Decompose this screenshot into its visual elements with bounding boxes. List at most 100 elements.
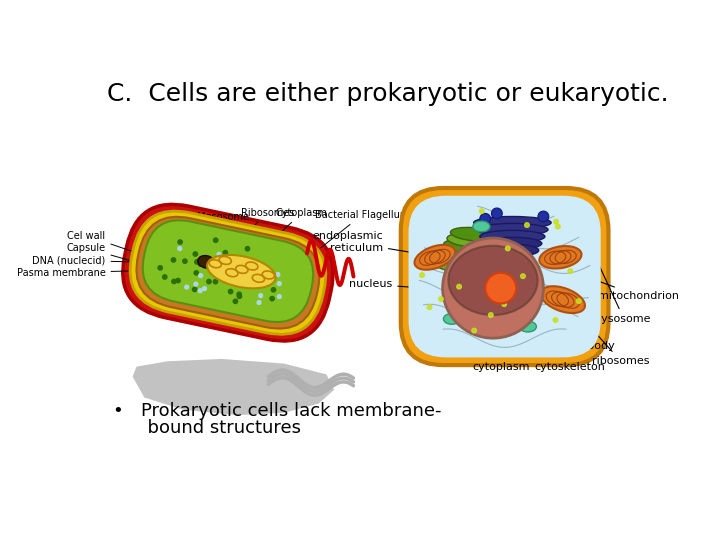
Ellipse shape	[449, 246, 538, 315]
Circle shape	[258, 268, 262, 272]
Circle shape	[456, 285, 462, 289]
Circle shape	[480, 209, 484, 213]
Circle shape	[193, 252, 197, 256]
Circle shape	[538, 211, 549, 222]
Circle shape	[257, 301, 261, 305]
Ellipse shape	[483, 237, 542, 249]
Ellipse shape	[198, 255, 215, 268]
Circle shape	[502, 302, 506, 307]
Circle shape	[271, 288, 276, 292]
Circle shape	[251, 278, 256, 282]
Circle shape	[172, 279, 176, 284]
Circle shape	[553, 318, 558, 322]
Circle shape	[261, 270, 265, 274]
Circle shape	[194, 271, 199, 275]
Text: endoplasmic
reticulum: endoplasmic reticulum	[312, 231, 438, 257]
Circle shape	[199, 274, 202, 278]
Circle shape	[178, 247, 181, 251]
Circle shape	[438, 297, 444, 301]
Circle shape	[238, 294, 242, 299]
Ellipse shape	[433, 256, 499, 274]
Text: Pasma membrane: Pasma membrane	[17, 268, 180, 278]
Ellipse shape	[207, 255, 276, 288]
Circle shape	[163, 275, 167, 279]
Circle shape	[217, 253, 221, 256]
Ellipse shape	[447, 233, 498, 248]
Circle shape	[427, 305, 432, 309]
Text: bound structures: bound structures	[113, 419, 301, 437]
Circle shape	[176, 279, 180, 283]
Text: Cytoplasm: Cytoplasm	[269, 208, 328, 244]
Circle shape	[577, 299, 581, 303]
Text: nucleus: nucleus	[349, 279, 454, 290]
Text: Bacterial Flagellum: Bacterial Flagellum	[315, 210, 409, 248]
Text: ribosomes: ribosomes	[592, 329, 649, 366]
Circle shape	[492, 208, 503, 219]
Circle shape	[185, 285, 189, 289]
Circle shape	[258, 294, 263, 298]
Circle shape	[198, 289, 202, 293]
Text: lysosome: lysosome	[590, 245, 650, 324]
Text: Ribosomes: Ribosomes	[238, 208, 294, 241]
Circle shape	[178, 240, 182, 244]
Circle shape	[223, 251, 228, 255]
Circle shape	[277, 295, 282, 299]
Circle shape	[183, 259, 187, 264]
Ellipse shape	[451, 227, 497, 241]
Ellipse shape	[486, 244, 539, 256]
Ellipse shape	[541, 286, 585, 313]
FancyBboxPatch shape	[401, 188, 608, 365]
Circle shape	[202, 287, 207, 291]
Circle shape	[505, 246, 510, 251]
Circle shape	[521, 274, 526, 279]
Circle shape	[233, 299, 238, 303]
FancyBboxPatch shape	[408, 195, 600, 357]
Circle shape	[256, 262, 260, 266]
Circle shape	[246, 247, 250, 251]
Circle shape	[213, 280, 217, 284]
Text: mitochondrion: mitochondrion	[589, 278, 679, 301]
Circle shape	[198, 261, 202, 266]
Polygon shape	[132, 359, 334, 415]
Text: C.  Cells are either prokaryotic or eukaryotic.: C. Cells are either prokaryotic or eukar…	[107, 82, 669, 106]
Ellipse shape	[519, 321, 536, 332]
Ellipse shape	[440, 245, 498, 261]
Text: Mesosome: Mesosome	[197, 212, 249, 253]
Text: Capsule: Capsule	[66, 243, 171, 272]
Circle shape	[261, 273, 266, 277]
Ellipse shape	[473, 221, 490, 232]
Circle shape	[554, 219, 559, 224]
Circle shape	[207, 279, 211, 284]
Circle shape	[568, 269, 572, 273]
FancyBboxPatch shape	[136, 217, 320, 329]
Ellipse shape	[477, 224, 548, 236]
Circle shape	[243, 260, 248, 264]
Circle shape	[228, 289, 233, 294]
Circle shape	[194, 282, 198, 286]
Circle shape	[443, 238, 544, 338]
Circle shape	[472, 328, 477, 333]
Circle shape	[158, 266, 163, 270]
Circle shape	[199, 262, 203, 266]
Text: Golgi body: Golgi body	[544, 216, 615, 351]
Text: cytoplasm: cytoplasm	[473, 352, 531, 372]
Circle shape	[237, 292, 241, 296]
Circle shape	[202, 264, 205, 267]
Circle shape	[420, 273, 424, 278]
Circle shape	[277, 282, 282, 286]
Text: cytoskeleton: cytoskeleton	[535, 347, 606, 372]
Ellipse shape	[474, 217, 551, 229]
Ellipse shape	[480, 231, 545, 242]
Circle shape	[214, 238, 218, 242]
Circle shape	[276, 273, 280, 276]
Circle shape	[228, 274, 232, 278]
Ellipse shape	[444, 314, 461, 325]
Circle shape	[485, 273, 516, 303]
FancyBboxPatch shape	[130, 211, 326, 334]
Ellipse shape	[415, 245, 455, 270]
Ellipse shape	[444, 239, 498, 254]
Text: Cel wall: Cel wall	[68, 231, 174, 266]
Circle shape	[195, 260, 199, 264]
Circle shape	[556, 224, 560, 229]
Circle shape	[525, 223, 529, 227]
